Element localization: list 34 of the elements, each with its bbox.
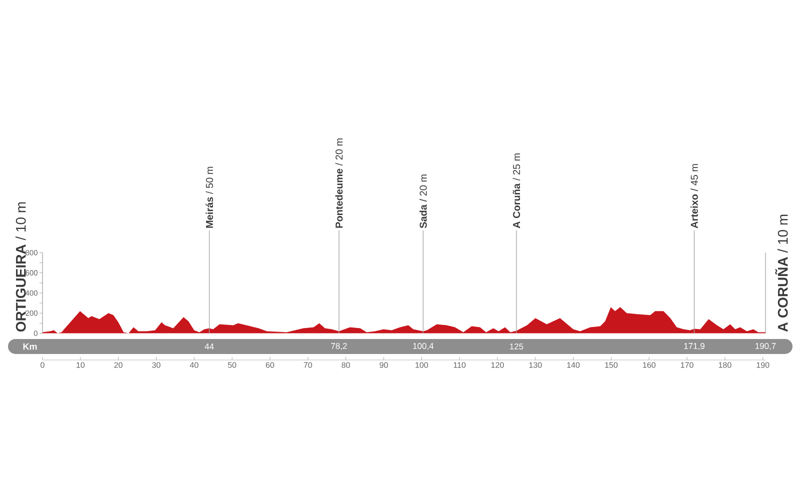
x-tick-label: 150: [605, 362, 618, 368]
x-tick-label: 80: [342, 362, 350, 368]
x-tick-label: 50: [228, 362, 236, 368]
x-tick-label: 140: [567, 362, 580, 368]
x-tick-label: 10: [76, 362, 85, 368]
x-tick-label: 30: [152, 362, 160, 368]
x2-tick-label: 44: [204, 344, 214, 350]
ref-line-label: Arteixo / 45 m: [690, 164, 698, 228]
x-tick-label: 0: [40, 362, 44, 368]
ref-line-label: Pontedeume / 20 m: [335, 138, 343, 228]
x2-axis-title: Km: [23, 343, 37, 350]
x2-tick-label: 171,9: [684, 342, 704, 350]
x-tick-label: 20: [114, 362, 122, 368]
ref-line-label: A Coruña / 25 m: [512, 153, 520, 228]
x2-tick-label: 78,2: [331, 342, 347, 350]
x-tick-label: 90: [380, 362, 388, 368]
annotation: ORTIGUEIRA / 10 m: [16, 202, 26, 332]
x-tick-label: 120: [491, 362, 504, 368]
x-tick-label: 100: [416, 362, 428, 368]
x-tick-label: 130: [529, 362, 542, 368]
ref-line-label: Meirás / 50 m: [206, 166, 214, 228]
x-tick-label: 170: [680, 362, 694, 368]
x-tick-label: 110: [454, 362, 466, 368]
ref-line-label: Sada / 20 m: [419, 174, 427, 228]
annotation: A CORUÑA / 10 m: [775, 214, 788, 332]
x2-tick-label: 100,4: [413, 342, 434, 350]
x-tick-label: 190: [756, 362, 770, 368]
x-tick-label: 160: [643, 362, 656, 368]
x-tick-label: 40: [190, 362, 198, 368]
x-tick-label: 70: [304, 362, 312, 368]
x-tick-label: 180: [718, 362, 732, 368]
x-tick-label: 60: [266, 362, 274, 368]
x2-tick-label: 125: [510, 343, 524, 350]
x2-tick-label: 190,7: [756, 342, 776, 350]
